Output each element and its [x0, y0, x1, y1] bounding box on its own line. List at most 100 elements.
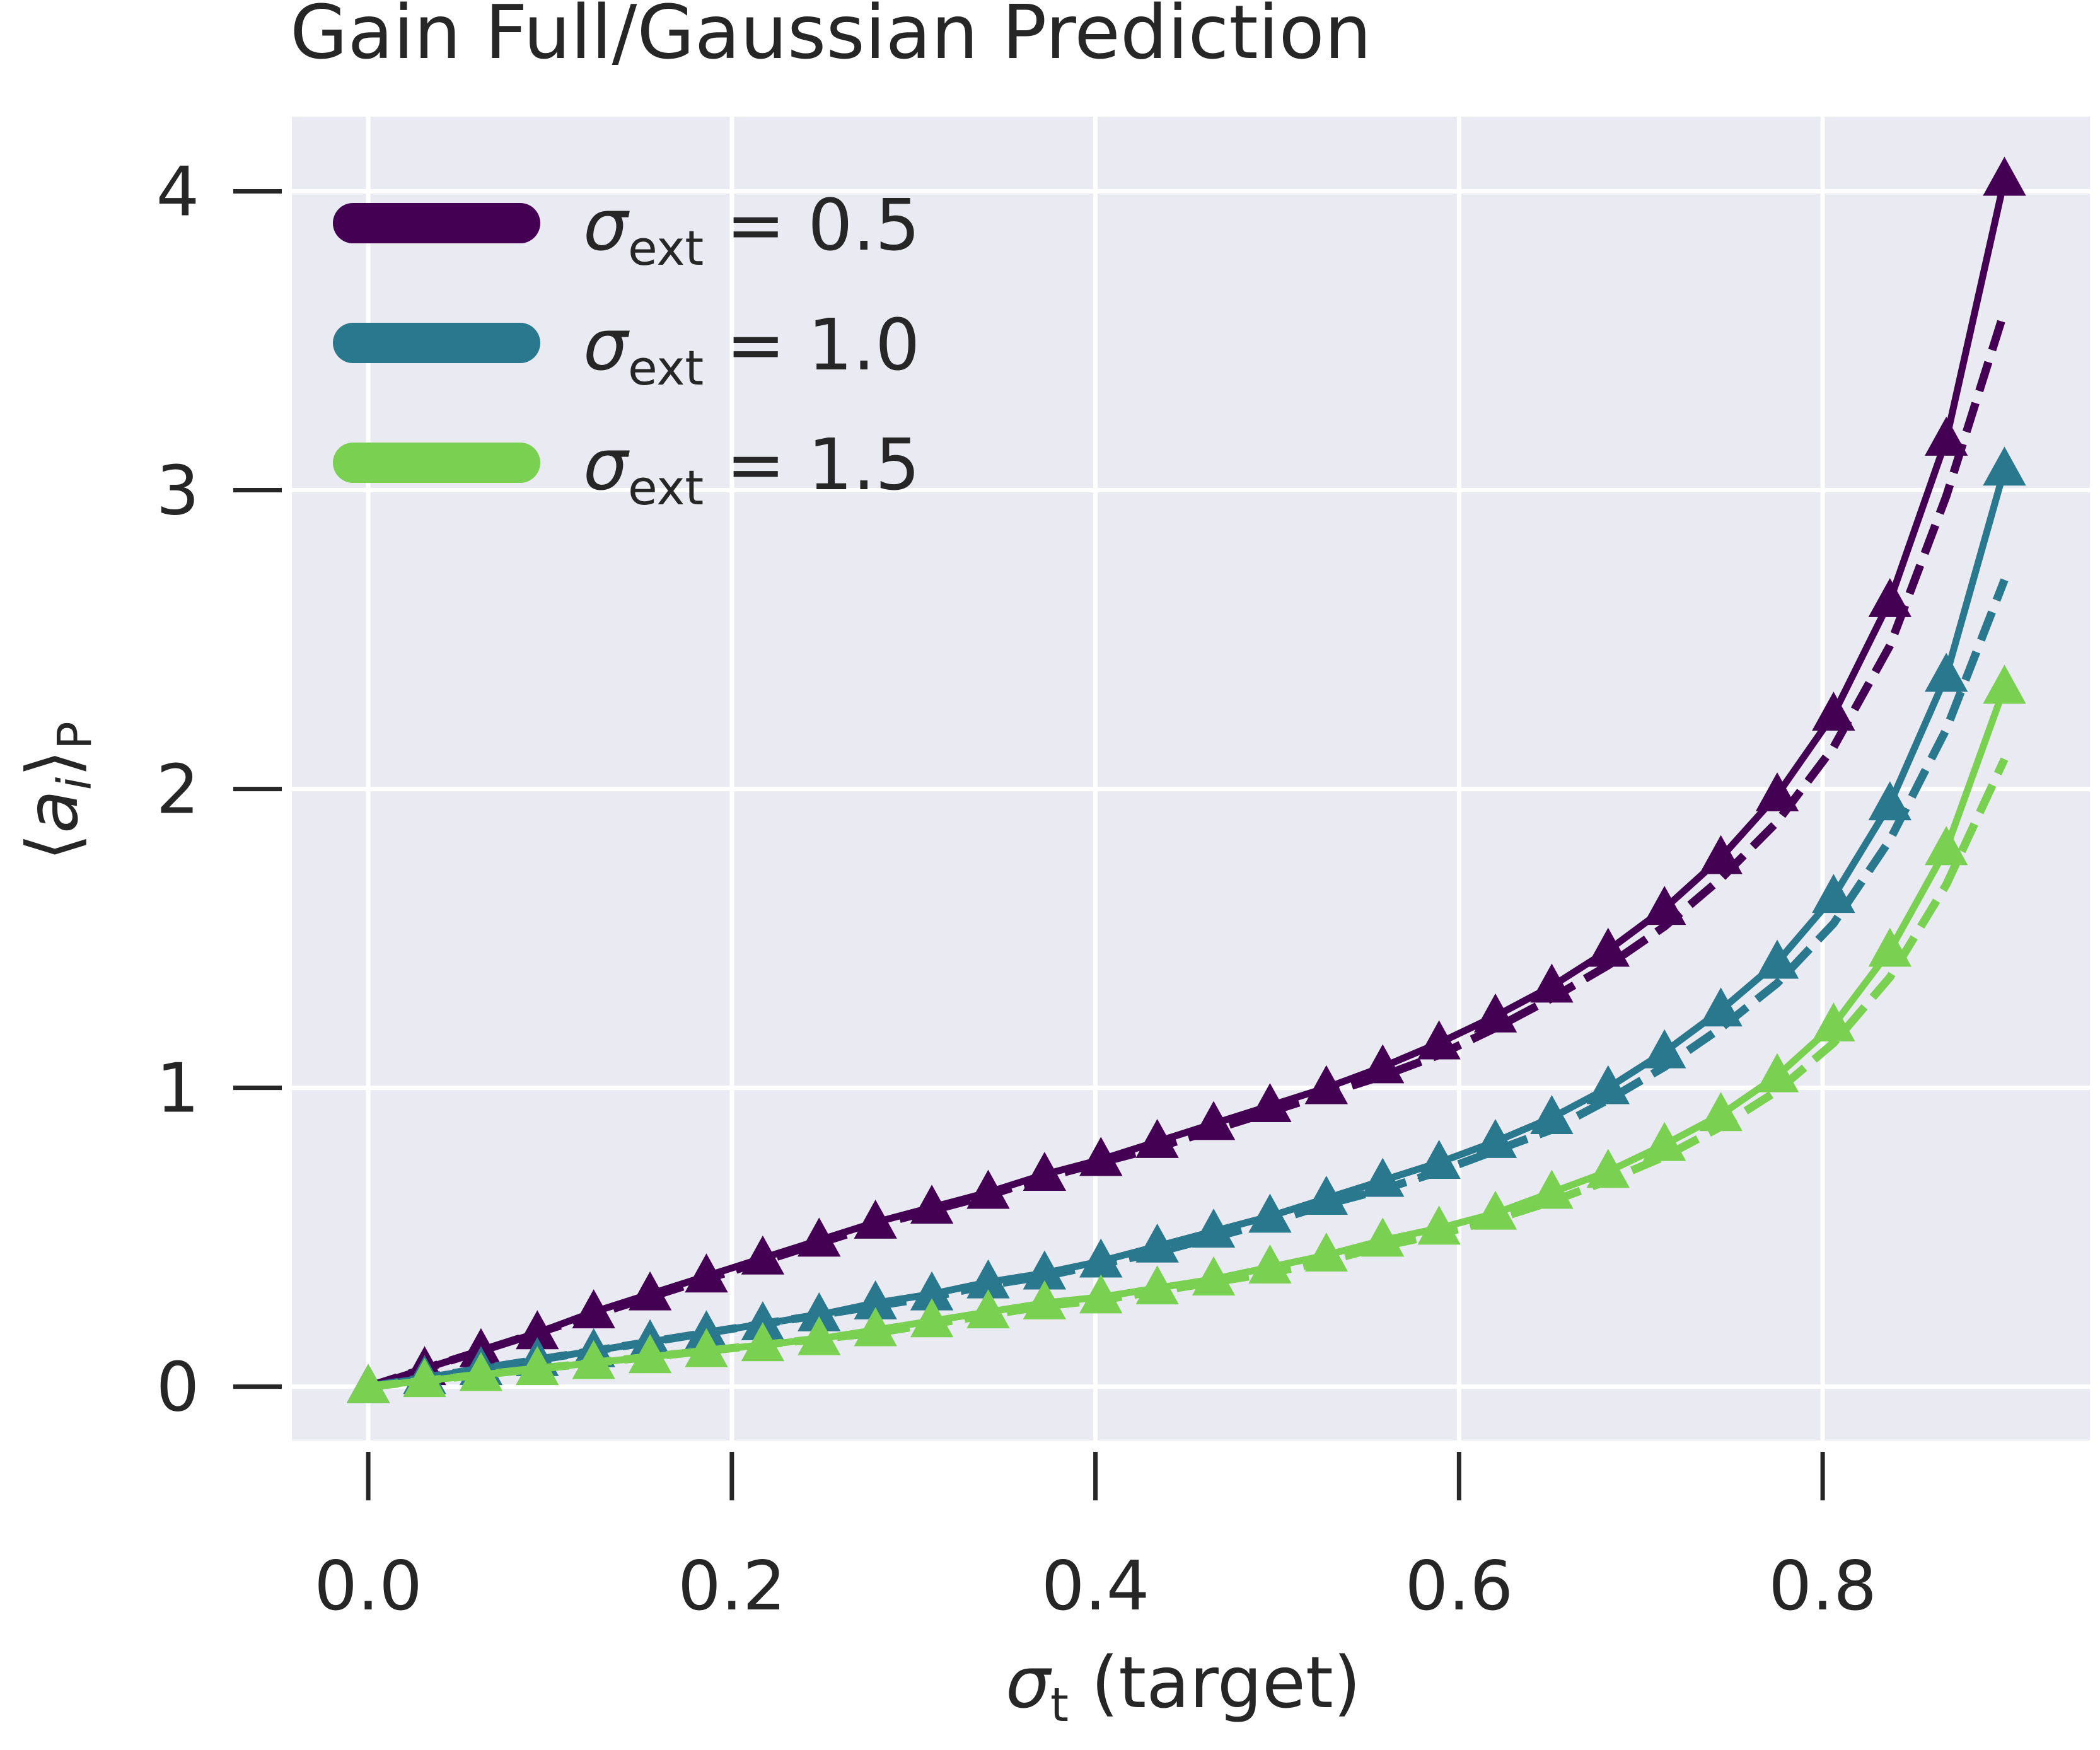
x-axis-label: σt (target): [1006, 1642, 1361, 1732]
full-gain-marker: [1983, 446, 2026, 486]
full-gain-marker: [1417, 1140, 1461, 1179]
full-gain-marker: [685, 1253, 728, 1293]
full-gain-marker: [741, 1301, 785, 1341]
full-gain-marker: [1135, 1265, 1179, 1305]
full-gain-marker: [1983, 664, 2026, 704]
legend-label: σext = 0.5: [583, 185, 920, 276]
full-gain-marker: [1812, 1002, 1855, 1042]
full-gain-marker: [572, 1340, 615, 1379]
full-gain-marker: [1473, 1190, 1517, 1230]
full-gain-marker: [910, 1271, 954, 1311]
full-gain-marker: [1473, 1118, 1517, 1158]
full-gain-marker: [1361, 1157, 1405, 1197]
full-gain-marker: [1812, 874, 1855, 913]
full-gain-marker: [628, 1271, 672, 1311]
full-gain-marker: [1699, 1092, 1743, 1132]
full-gain-marker: [1924, 652, 1968, 692]
full-gain-marker: [1868, 781, 1911, 821]
full-gain-marker: [1079, 1238, 1123, 1278]
full-gain-marker: [1473, 993, 1517, 1033]
full-gain-marker: [1192, 1256, 1236, 1295]
grid: [292, 117, 2090, 1440]
full-gain-marker: [1643, 1121, 1686, 1161]
full-gain-marker: [1586, 1065, 1630, 1104]
y-tick-label: 3: [156, 452, 200, 531]
full-gain-marker: [741, 1322, 785, 1362]
full-gain-marker: [1983, 156, 2026, 196]
full-gain-marker: [1586, 1149, 1630, 1188]
full-gain-marker: [1135, 1118, 1179, 1158]
full-gain-marker: [854, 1199, 897, 1239]
full-gain-marker: [346, 1364, 390, 1403]
full-gain-marker: [516, 1346, 559, 1386]
full-gain-marker: [1699, 835, 1743, 874]
chart-title: Gain Full/Gaussian Prediction: [290, 0, 1371, 76]
x-axis: 0.0 0.2 0.4 0.6 0.8: [314, 1452, 1877, 1626]
full-gain-marker: [1924, 826, 1968, 866]
full-gain-marker: [1755, 772, 1799, 811]
full-gain-marker: [798, 1292, 841, 1331]
full-gain-marker: [1248, 1083, 1292, 1122]
full-gain-marker: [966, 1169, 1010, 1209]
series-3: [346, 664, 2026, 1403]
series-1: [346, 156, 2026, 1403]
full-gain-marker: [854, 1280, 897, 1319]
full-gain-marker: [1643, 886, 1686, 925]
full-gain-marker: [910, 1298, 954, 1338]
full-gain-marker: [1304, 1232, 1349, 1272]
full-gain-marker: [403, 1358, 446, 1398]
full-gain-marker: [1530, 1169, 1574, 1209]
full-gain-marker: [1868, 927, 1911, 967]
full-gain-marker: [1079, 1274, 1123, 1314]
full-gain-marker: [1135, 1223, 1179, 1263]
y-axis: 0 1 2 3 4: [156, 153, 282, 1427]
full-gain-marker: [1304, 1176, 1349, 1215]
full-gain-marker: [910, 1185, 954, 1224]
full-gain-marker: [1530, 1095, 1574, 1134]
full-gain-marker: [1079, 1137, 1123, 1176]
full-gain-marker: [1361, 1044, 1405, 1084]
full-gain-marker: [572, 1289, 615, 1329]
full-gain-marker: [1530, 963, 1574, 1003]
full-gain-marker: [516, 1310, 559, 1350]
full-gain-marker: [798, 1316, 841, 1355]
full-gain-marker: [1924, 416, 1968, 456]
full-gain-marker: [741, 1235, 785, 1275]
full-gain-marker: [1192, 1208, 1236, 1248]
full-gain-marker: [459, 1352, 503, 1391]
x-tick-label: 0.6: [1405, 1547, 1513, 1626]
full-gain-marker: [798, 1217, 841, 1257]
full-gain-marker: [1755, 939, 1799, 979]
y-tick-label: 0: [156, 1348, 200, 1427]
full-gain-marker: [628, 1334, 672, 1374]
series-layer: [346, 156, 2026, 1403]
full-gain-marker: [1586, 927, 1630, 967]
full-gain-marker: [1417, 1205, 1461, 1245]
y-axis-label: ⟨ai⟩P: [12, 721, 102, 861]
y-tick-label: 2: [156, 751, 200, 830]
full-gain-marker: [1643, 1029, 1686, 1069]
full-gain-marker: [1248, 1244, 1292, 1284]
full-gain-marker: [1248, 1193, 1292, 1233]
y-tick-label: 1: [156, 1050, 200, 1128]
full-gain-marker: [1023, 1250, 1067, 1290]
full-gain-marker: [1023, 1280, 1067, 1319]
full-gain-marker: [1304, 1065, 1349, 1104]
full-gain-marker: [1812, 692, 1855, 731]
legend: σext = 0.5 σext = 1.0 σext = 1.5: [333, 185, 920, 516]
x-tick-label: 0.0: [314, 1547, 422, 1626]
full-gain-marker: [1699, 987, 1743, 1027]
x-tick-label: 0.2: [678, 1547, 786, 1626]
full-gain-marker: [1868, 577, 1911, 617]
x-tick-label: 0.4: [1041, 1547, 1150, 1626]
full-gain-marker: [1755, 1053, 1799, 1092]
legend-label: σext = 1.0: [583, 304, 920, 396]
full-gain-marker: [854, 1307, 897, 1347]
full-gain-marker: [1361, 1217, 1405, 1257]
full-gain-marker: [1192, 1101, 1236, 1140]
full-gain-marker: [966, 1289, 1010, 1329]
y-tick-label: 4: [156, 153, 200, 232]
full-gain-marker: [1417, 1020, 1461, 1060]
x-tick-label: 0.8: [1768, 1547, 1877, 1626]
